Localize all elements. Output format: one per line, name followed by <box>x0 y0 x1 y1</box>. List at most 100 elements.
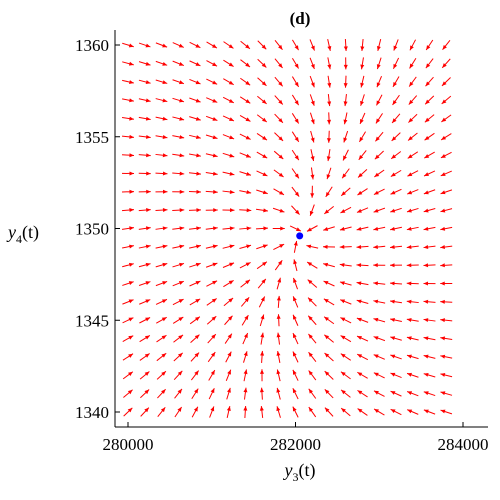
field-arrow <box>359 112 366 125</box>
field-arrow <box>259 387 264 400</box>
field-arrow <box>123 407 133 417</box>
field-arrow <box>392 94 400 106</box>
field-arrow <box>174 406 183 418</box>
field-arrow <box>240 59 251 68</box>
field-arrow <box>406 207 419 213</box>
field-arrow <box>356 299 369 305</box>
axes: 280000 282000 284000 1340 1345 1350 1355 1360 <box>75 30 489 454</box>
field-arrow <box>122 79 134 84</box>
field-arrow <box>343 38 348 52</box>
field-arrow <box>155 60 168 66</box>
field-arrow <box>173 334 184 343</box>
field-arrow <box>390 317 402 323</box>
field-arrow <box>223 59 234 67</box>
field-arrow <box>156 334 167 343</box>
field-arrow <box>122 98 134 103</box>
field-arrow <box>356 335 369 342</box>
field-arrow <box>138 244 151 249</box>
field-arrow <box>138 134 151 139</box>
field-arrow <box>423 281 436 286</box>
y-tick-label: 1350 <box>75 220 109 239</box>
field-arrow <box>440 189 453 195</box>
field-arrow <box>121 116 135 121</box>
y-tick-label: 1340 <box>75 403 109 422</box>
field-arrow <box>356 263 369 268</box>
field-arrow <box>392 76 400 88</box>
field-arrow <box>189 262 201 268</box>
field-arrow <box>239 152 251 158</box>
field-arrow <box>373 372 385 379</box>
field-arrow <box>292 369 299 381</box>
field-arrow <box>239 190 252 195</box>
field-arrow <box>121 134 135 139</box>
field-arrow <box>423 208 436 213</box>
field-arrow <box>356 244 369 249</box>
x-label-sub: 3 <box>293 470 299 484</box>
field-arrow <box>340 353 352 361</box>
field-arrow <box>376 57 382 70</box>
field-arrow <box>292 332 299 345</box>
field-arrow <box>260 350 265 363</box>
field-arrow <box>407 132 418 141</box>
field-arrow <box>310 185 315 198</box>
field-arrow <box>373 207 386 213</box>
field-arrow <box>406 318 419 322</box>
field-arrow <box>138 226 151 231</box>
field-arrow <box>340 371 351 380</box>
field-arrow <box>122 353 134 361</box>
field-arrow <box>155 153 168 158</box>
field-arrow <box>440 391 453 396</box>
field-arrow <box>274 76 284 87</box>
field-arrow <box>323 226 335 231</box>
field-arrow <box>309 39 315 51</box>
field-arrow <box>121 208 135 213</box>
y-label-arg: (t) <box>22 222 39 243</box>
field-arrow <box>292 296 299 308</box>
field-arrow <box>423 336 436 341</box>
field-arrow <box>276 277 282 290</box>
field-arrow <box>441 95 452 105</box>
field-arrow <box>240 279 251 288</box>
field-arrow <box>292 39 299 51</box>
field-arrow <box>241 314 249 326</box>
field-arrow <box>309 75 315 88</box>
field-arrow <box>121 171 135 176</box>
field-arrow <box>291 113 300 124</box>
field-arrow <box>172 208 185 213</box>
field-arrow <box>155 262 168 268</box>
field-arrow <box>273 188 285 196</box>
field-arrow <box>327 75 332 88</box>
field-arrow <box>291 168 300 179</box>
field-arrow <box>440 281 453 286</box>
field-arrow <box>256 261 268 270</box>
field-arrow <box>373 336 386 342</box>
field-arrow <box>310 167 315 180</box>
y-tick-label: 1355 <box>75 128 109 147</box>
field-arrow <box>205 226 218 231</box>
field-arrow <box>222 208 235 213</box>
field-arrow <box>390 336 402 341</box>
field-arrow <box>239 244 252 249</box>
field-arrow <box>138 171 151 176</box>
field-arrow <box>222 115 235 122</box>
field-arrow <box>172 153 185 158</box>
field-arrow <box>239 133 251 140</box>
field-arrow <box>441 114 452 123</box>
field-arrow <box>208 369 216 381</box>
field-arrow <box>138 79 151 85</box>
field-arrow <box>323 316 335 325</box>
field-arrow <box>389 281 403 286</box>
field-arrow <box>424 151 435 159</box>
field-arrow <box>239 96 251 104</box>
field-arrow <box>255 226 269 231</box>
field-arrow <box>327 39 332 51</box>
field-arrow <box>408 113 418 123</box>
field-arrow <box>373 244 386 249</box>
field-arrow <box>390 151 402 160</box>
field-arrow <box>440 372 453 378</box>
field-arrow <box>189 78 201 85</box>
field-arrow <box>292 388 299 400</box>
field-arrow <box>440 409 453 415</box>
field-arrow <box>307 315 317 326</box>
